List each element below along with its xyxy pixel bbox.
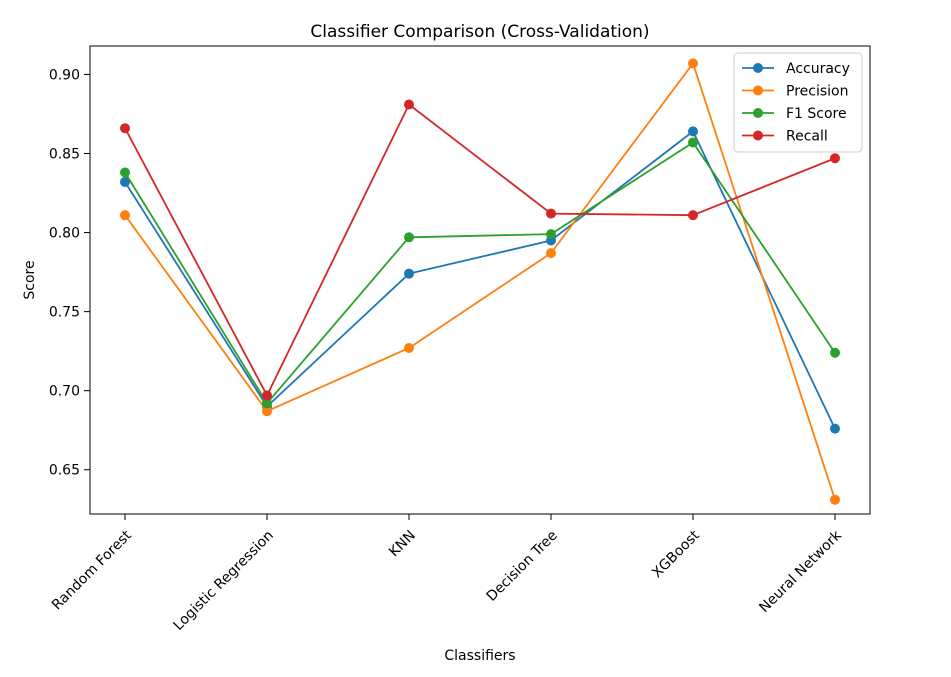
legend-marker-precision [753,85,763,96]
legend-marker-recall [753,130,763,141]
legend-label-f1-score: F1 Score [786,106,847,122]
series-line-accuracy [124,130,836,430]
data-point-recall [404,99,414,110]
data-point-precision [688,58,698,69]
data-point-f1-score [404,232,414,243]
data-point-recall [688,210,698,221]
y-axis-label: Score [22,260,38,299]
data-point-precision [404,342,414,353]
y-tick-label: 0.70 [49,384,80,400]
legend-marker-accuracy [753,63,763,73]
x-axis-label: Classifiers [444,648,515,664]
legend: Accuracy Precision F1 Score Recall [733,52,863,153]
legend-label-accuracy: Accuracy [786,61,850,77]
data-point-f1-score [688,137,698,148]
data-point-accuracy [404,268,414,279]
series-line-recall [124,103,836,397]
data-point-f1-score [262,398,272,409]
data-point-accuracy [830,423,840,434]
data-point-f1-score [546,229,556,240]
y-tick-label: 0.90 [49,67,80,83]
plot-area [89,45,871,515]
y-tick-label: 0.65 [49,463,80,479]
series-line-f1-score [124,141,836,405]
plot-frame [89,45,871,515]
series-line-precision [124,62,836,501]
y-tick-label: 0.80 [49,226,80,242]
data-point-precision [830,494,840,505]
data-point-precision [546,248,556,259]
data-point-recall [120,123,130,134]
legend-label-precision: Precision [786,84,848,100]
data-point-recall [830,153,840,164]
data-point-recall [546,208,556,219]
legend-marker-f1-score [753,108,763,118]
data-point-precision [120,210,130,221]
data-point-recall [262,390,272,401]
data-point-precision [262,406,272,417]
data-point-f1-score [120,167,130,178]
legend-label-recall: Recall [786,129,828,145]
y-axis: 0.65 0.70 0.75 0.80 0.85 0.90 [49,67,90,479]
series-layer [120,58,840,505]
data-point-accuracy [688,126,698,137]
chart-title: Classifier Comparison (Cross-Validation) [310,22,649,42]
data-point-accuracy [120,176,130,187]
legend-box [733,52,863,153]
y-tick-label: 0.85 [49,147,80,163]
y-tick-label: 0.75 [49,305,80,321]
data-point-f1-score [830,347,840,358]
